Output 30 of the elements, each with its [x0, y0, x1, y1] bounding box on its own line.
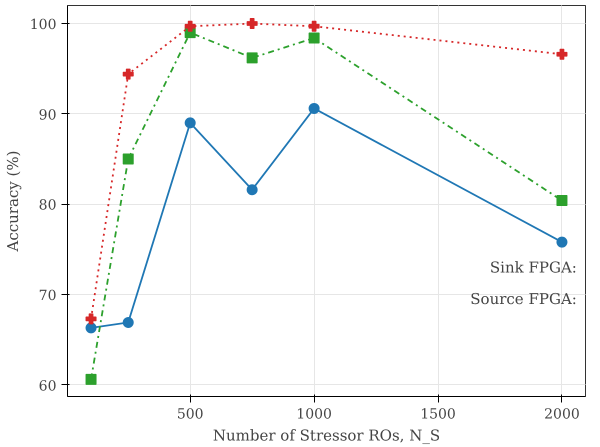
x-tick-label: 500: [176, 406, 204, 422]
point: [308, 102, 320, 114]
point: [122, 316, 134, 328]
point: [308, 20, 320, 32]
x-tick-label: 1500: [420, 406, 456, 422]
y-tick-label: 80: [38, 198, 57, 214]
point: [184, 117, 196, 128]
point: [308, 32, 320, 44]
point: [184, 20, 196, 32]
y-tick-label: 70: [38, 288, 57, 304]
y-axis-title: Accuracy (%): [4, 150, 22, 253]
point: [556, 236, 568, 248]
point: [246, 18, 258, 30]
y-tick-label: 90: [38, 107, 57, 124]
annotation: Source FPGA:: [470, 290, 577, 308]
point: [246, 184, 258, 196]
x-axis-title: Number of Stressor ROs, N_S: [212, 426, 440, 444]
point: [246, 52, 258, 64]
point: [86, 322, 97, 334]
point: [122, 68, 134, 80]
annotation: Sink FPGA:: [490, 258, 577, 276]
point: [556, 195, 568, 206]
point: [122, 154, 134, 165]
point: [86, 374, 97, 385]
y-tick-label: 100: [30, 17, 57, 34]
point: [556, 48, 568, 60]
y-tick-label: 60: [38, 378, 57, 394]
x-tick-label: 1000: [296, 406, 332, 422]
x-tick-label: 2000: [544, 406, 580, 422]
point: [86, 313, 97, 324]
